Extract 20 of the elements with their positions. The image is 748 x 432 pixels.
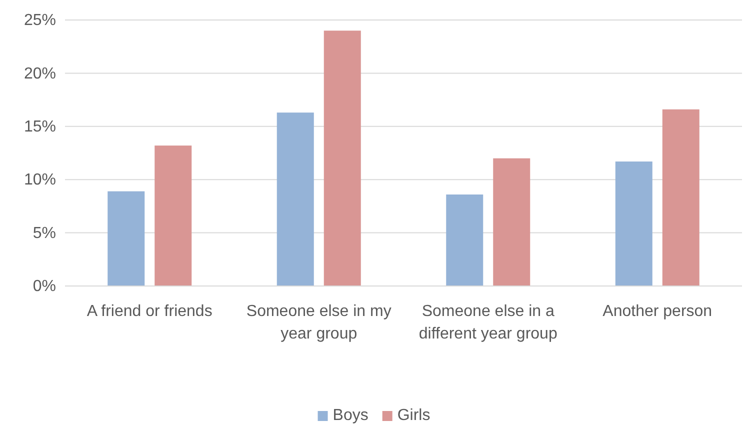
- legend-label: Girls: [397, 407, 430, 424]
- y-tick-label: 10%: [24, 172, 56, 189]
- bar: [276, 112, 314, 286]
- bar: [108, 191, 145, 286]
- x-tick-label: A friend or friends: [86, 303, 212, 320]
- bar: [324, 30, 361, 286]
- y-tick-label: 20%: [24, 65, 56, 82]
- x-tick-label: Someone else in a different year group: [418, 303, 558, 342]
- bar: [446, 194, 484, 286]
- bar: [493, 158, 530, 286]
- legend-label: Boys: [332, 407, 368, 424]
- y-tick-label: 5%: [32, 224, 56, 242]
- y-tick-label: 15%: [24, 118, 56, 136]
- y-tick-label: 0%: [32, 278, 56, 296]
- x-tick-label: Another person: [602, 303, 712, 320]
- bar: [662, 109, 700, 286]
- y-tick-label: 25%: [24, 12, 56, 30]
- bar: [615, 162, 652, 286]
- x-tick-label: Someone else in my year group: [246, 303, 392, 342]
- bar: [154, 146, 192, 286]
